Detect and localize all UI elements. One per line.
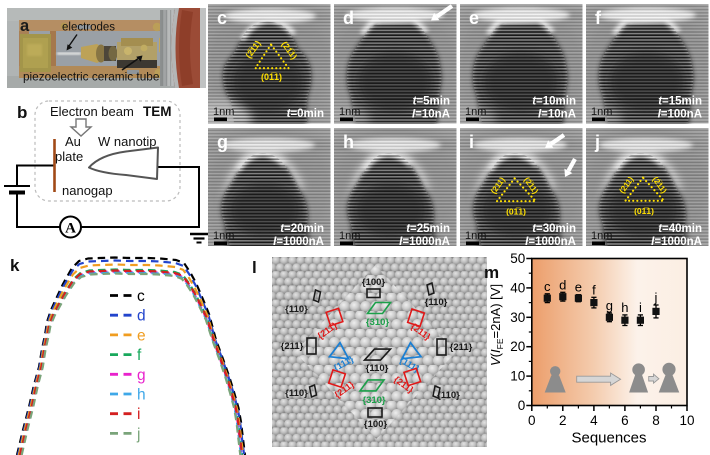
svg-text:t=10min: t=10min [532, 96, 576, 108]
svg-text:g: g [606, 298, 613, 313]
svg-text:1nm: 1nm [591, 230, 612, 242]
svg-text:{100}: {100} [362, 277, 386, 288]
svg-text:1nm: 1nm [591, 106, 612, 118]
svg-text:a: a [20, 17, 30, 35]
svg-text:I=1000nA: I=1000nA [525, 236, 576, 247]
svg-text:30: 30 [510, 310, 525, 325]
svg-text:j: j [594, 132, 600, 152]
svg-text:t=25min: t=25min [406, 223, 450, 235]
svg-text:f: f [137, 347, 142, 364]
svg-text:0: 0 [518, 398, 526, 413]
svg-text:{100}: {100} [364, 419, 388, 430]
svg-text:t=30min: t=30min [532, 223, 576, 235]
svg-text:plate: plate [55, 149, 83, 164]
svg-text:c: c [137, 288, 145, 305]
svg-text:{310}: {310} [366, 317, 390, 328]
svg-text:{211}: {211} [281, 341, 304, 352]
svg-text:4: 4 [590, 413, 598, 428]
svg-text:1nm: 1nm [213, 106, 234, 118]
svg-text:(01̅1): (01̅1) [506, 206, 526, 216]
svg-text:i: i [639, 300, 642, 315]
svg-text:10: 10 [679, 413, 694, 428]
svg-text:{110}: {110} [285, 304, 308, 315]
svg-text:I=1000nA: I=1000nA [651, 236, 702, 247]
svg-text:{110}: {110} [425, 297, 448, 308]
svg-text:I=10nA: I=10nA [538, 109, 576, 121]
svg-text:e: e [137, 327, 146, 344]
svg-text:d: d [559, 277, 566, 292]
svg-text:Electron beam: Electron beam [50, 104, 134, 119]
svg-text:h: h [621, 300, 628, 315]
svg-text:c: c [544, 279, 551, 294]
svg-text:I=1000nA: I=1000nA [273, 236, 324, 247]
svg-text:50: 50 [510, 252, 525, 266]
svg-text:1nm: 1nm [339, 230, 360, 242]
svg-text:10: 10 [510, 369, 525, 384]
svg-text:{110}: {110} [366, 363, 389, 374]
svg-text:20: 20 [510, 339, 525, 354]
svg-text:(01̅1): (01̅1) [634, 206, 654, 216]
svg-text:I=10nA: I=10nA [412, 109, 450, 121]
svg-text:e: e [575, 280, 582, 295]
svg-text:j: j [136, 426, 140, 443]
svg-text:electrodes: electrodes [62, 22, 115, 34]
svg-text:I=1000nA: I=1000nA [399, 236, 450, 247]
svg-text:d: d [343, 8, 354, 28]
svg-text:piezoelectric ceramic tube: piezoelectric ceramic tube [23, 70, 160, 84]
svg-text:i: i [469, 132, 474, 152]
svg-text:f: f [592, 282, 596, 297]
svg-text:I=100nA: I=100nA [658, 109, 702, 121]
svg-text:nanogap: nanogap [62, 183, 113, 198]
svg-text:1nm: 1nm [465, 230, 486, 242]
svg-text:e: e [469, 8, 479, 28]
svg-text:40: 40 [510, 280, 525, 295]
svg-text:{110}: {110} [437, 390, 460, 401]
svg-text:Sequences: Sequences [571, 430, 646, 447]
svg-text:t=0min: t=0min [287, 108, 324, 120]
svg-text:t=15min: t=15min [658, 96, 702, 108]
svg-text:g: g [217, 132, 228, 152]
svg-text:A: A [65, 221, 76, 237]
svg-text:d: d [137, 308, 146, 325]
svg-text:2: 2 [559, 413, 567, 428]
svg-text:h: h [137, 387, 146, 404]
svg-text:g: g [137, 367, 146, 384]
svg-text:j: j [654, 290, 658, 305]
svg-text:t=5min: t=5min [413, 96, 450, 108]
svg-text:{310}: {310} [362, 395, 386, 406]
svg-text:8: 8 [652, 413, 660, 428]
svg-text:Au: Au [65, 134, 81, 149]
svg-text:c: c [217, 8, 227, 28]
svg-text:V(IFE=2nA) [V]: V(IFE=2nA) [V] [488, 284, 505, 366]
svg-text:i: i [137, 406, 140, 423]
svg-text:0: 0 [528, 413, 536, 428]
svg-text:{110}: {110} [285, 388, 308, 399]
svg-text:{211}: {211} [450, 342, 473, 353]
svg-text:6: 6 [621, 413, 629, 428]
svg-text:1nm: 1nm [213, 230, 234, 242]
svg-text:(01̅1): (01̅1) [261, 72, 282, 82]
svg-text:b: b [17, 103, 27, 122]
svg-text:TEM: TEM [143, 104, 172, 119]
svg-text:W nanotip: W nanotip [98, 134, 157, 149]
svg-text:t=40min: t=40min [658, 223, 702, 235]
svg-text:h: h [343, 132, 354, 152]
svg-text:f: f [595, 8, 602, 28]
svg-text:1nm: 1nm [339, 106, 360, 118]
svg-text:t=20min: t=20min [280, 223, 324, 235]
svg-text:1nm: 1nm [465, 106, 486, 118]
